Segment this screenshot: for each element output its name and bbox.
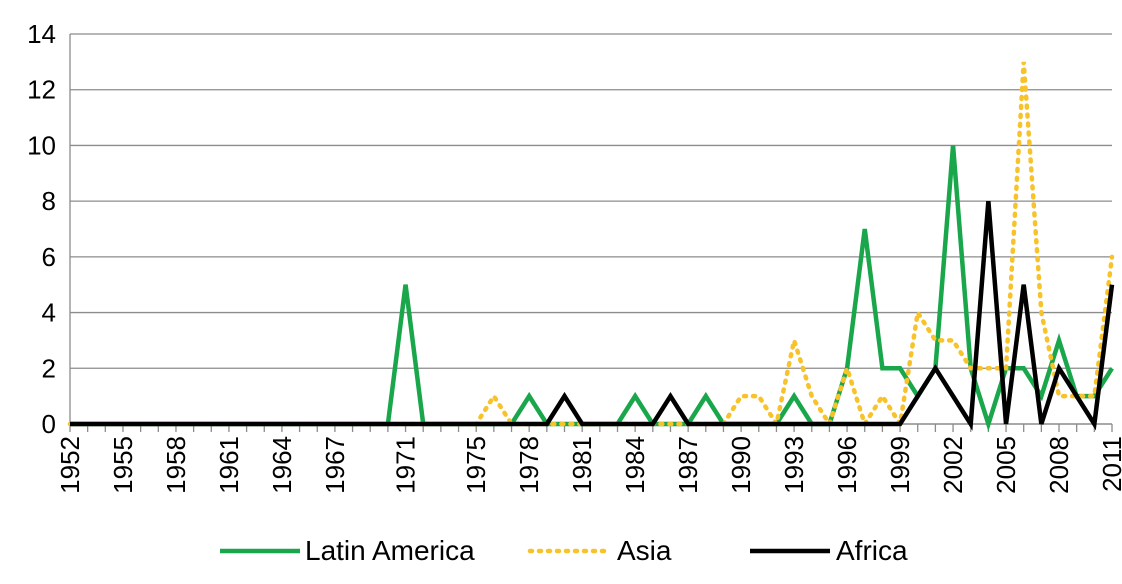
- y-tick-label: 6: [42, 242, 56, 272]
- x-tick-label: 1993: [779, 436, 809, 494]
- series-line-africa: [70, 200, 1115, 431]
- y-axis-ticks: 0 2 4 6 8 10 12 14: [27, 19, 56, 439]
- legend-label: Latin America: [305, 535, 475, 566]
- x-tick-label: 1964: [267, 436, 297, 494]
- x-tick-label: 2005: [991, 436, 1021, 494]
- x-tick-label: 1961: [214, 436, 244, 494]
- y-tick-label: 12: [27, 75, 56, 105]
- y-tick-label: 4: [42, 298, 56, 328]
- x-tick-label: 1975: [461, 436, 491, 494]
- x-tick-label: 1955: [108, 436, 138, 494]
- series-line-latin-america: [70, 145, 1114, 432]
- x-tick-label: 1971: [391, 436, 421, 494]
- legend-label: Asia: [617, 535, 672, 566]
- x-tick-label: 1958: [161, 436, 191, 494]
- x-tick-label: 1984: [620, 436, 650, 494]
- legend-label: Africa: [836, 535, 908, 566]
- y-tick-label: 10: [27, 130, 56, 160]
- x-tick-label: 2002: [938, 436, 968, 494]
- x-tick-label: 1996: [832, 436, 862, 494]
- x-axis: 1952 1955 1958 1961 1964 1967 1971 1975 1978 1981…: [55, 423, 1122, 494]
- x-tick-label: 1990: [726, 436, 756, 494]
- x-tick-label: 2008: [1044, 436, 1074, 494]
- x-tick-label: 1967: [320, 436, 350, 494]
- y-tick-label: 14: [27, 19, 56, 49]
- x-tick-label: 1978: [514, 436, 544, 494]
- series-line-asia: [67, 61, 1115, 431]
- x-tick-label: 1987: [673, 436, 703, 494]
- x-tick-label: 1952: [55, 436, 85, 494]
- gridlines: [69, 33, 1112, 424]
- series-lines: [67, 61, 1115, 432]
- x-tick-label: 1999: [885, 436, 915, 494]
- y-tick-label: 2: [42, 353, 56, 383]
- y-tick-label: 8: [42, 186, 56, 216]
- x-tick-label: 1981: [567, 436, 597, 494]
- x-tick-label: 2011: [1097, 436, 1122, 492]
- legend: Latin America Asia Africa: [220, 535, 908, 566]
- y-tick-label: 0: [42, 409, 56, 439]
